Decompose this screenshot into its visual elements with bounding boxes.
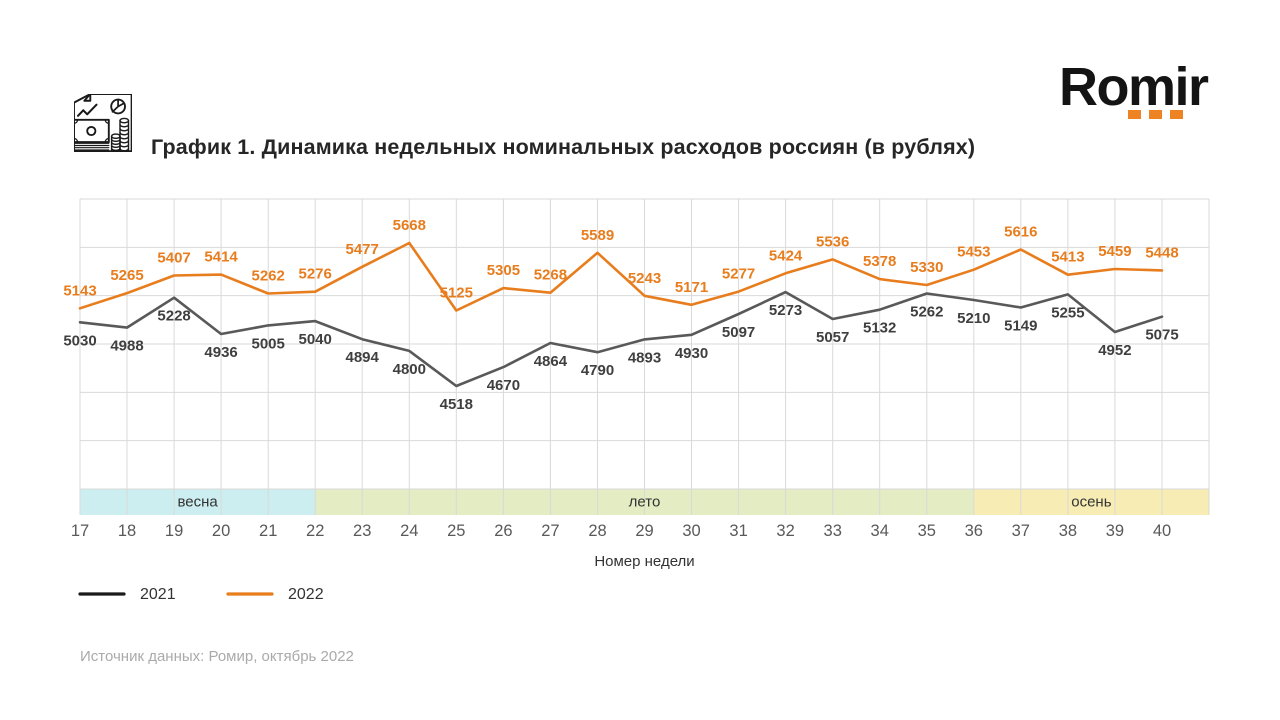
svg-text:5262: 5262 bbox=[252, 268, 285, 285]
svg-text:5132: 5132 bbox=[863, 320, 896, 337]
svg-text:35: 35 bbox=[918, 522, 936, 540]
svg-text:25: 25 bbox=[447, 522, 465, 540]
svg-text:30: 30 bbox=[682, 522, 700, 540]
svg-text:5255: 5255 bbox=[1051, 304, 1084, 321]
svg-text:5536: 5536 bbox=[816, 233, 849, 250]
svg-text:4952: 4952 bbox=[1098, 342, 1131, 359]
svg-text:2021: 2021 bbox=[140, 586, 176, 603]
svg-text:Источник данных: Ромир, октя: Источник данных: Ромир, октябрь 2022 bbox=[80, 648, 354, 665]
svg-text:28: 28 bbox=[588, 522, 606, 540]
svg-text:18: 18 bbox=[118, 522, 136, 540]
svg-text:5378: 5378 bbox=[863, 253, 896, 270]
svg-text:4893: 4893 bbox=[628, 349, 661, 366]
svg-text:5243: 5243 bbox=[628, 270, 661, 287]
svg-text:5414: 5414 bbox=[204, 249, 238, 266]
svg-text:5075: 5075 bbox=[1145, 327, 1178, 344]
svg-text:4670: 4670 bbox=[487, 377, 520, 394]
svg-text:5262: 5262 bbox=[910, 304, 943, 321]
svg-text:5097: 5097 bbox=[722, 324, 755, 341]
svg-text:5448: 5448 bbox=[1145, 244, 1178, 261]
svg-text:26: 26 bbox=[494, 522, 512, 540]
svg-text:5057: 5057 bbox=[816, 329, 849, 346]
svg-text:5030: 5030 bbox=[63, 332, 96, 349]
svg-text:39: 39 bbox=[1106, 522, 1124, 540]
svg-text:19: 19 bbox=[165, 522, 183, 540]
svg-text:5273: 5273 bbox=[769, 302, 802, 319]
svg-text:5171: 5171 bbox=[675, 279, 708, 296]
svg-text:31: 31 bbox=[729, 522, 747, 540]
svg-text:4864: 4864 bbox=[534, 353, 568, 370]
svg-text:5125: 5125 bbox=[440, 285, 473, 302]
svg-text:5477: 5477 bbox=[346, 241, 379, 258]
svg-text:24: 24 bbox=[400, 522, 418, 540]
svg-text:22: 22 bbox=[306, 522, 324, 540]
svg-text:32: 32 bbox=[776, 522, 794, 540]
svg-text:4936: 4936 bbox=[204, 344, 237, 361]
svg-text:5040: 5040 bbox=[299, 331, 332, 348]
svg-text:2022: 2022 bbox=[288, 586, 324, 603]
svg-text:4930: 4930 bbox=[675, 345, 708, 362]
svg-text:5210: 5210 bbox=[957, 310, 990, 327]
svg-text:5228: 5228 bbox=[157, 308, 190, 325]
svg-text:5668: 5668 bbox=[393, 217, 426, 234]
svg-text:5149: 5149 bbox=[1004, 318, 1037, 335]
svg-text:29: 29 bbox=[635, 522, 653, 540]
svg-text:5305: 5305 bbox=[487, 262, 520, 279]
svg-text:36: 36 bbox=[965, 522, 983, 540]
svg-text:осень: осень bbox=[1071, 494, 1111, 511]
svg-text:5276: 5276 bbox=[299, 266, 332, 283]
svg-text:20: 20 bbox=[212, 522, 230, 540]
svg-text:5453: 5453 bbox=[957, 244, 990, 261]
svg-text:5277: 5277 bbox=[722, 266, 755, 283]
svg-text:23: 23 bbox=[353, 522, 371, 540]
svg-text:4518: 4518 bbox=[440, 396, 473, 413]
svg-text:27: 27 bbox=[541, 522, 559, 540]
svg-text:лето: лето bbox=[629, 494, 661, 511]
svg-text:5616: 5616 bbox=[1004, 224, 1037, 241]
svg-text:34: 34 bbox=[871, 522, 889, 540]
svg-text:4790: 4790 bbox=[581, 362, 614, 379]
svg-text:5459: 5459 bbox=[1098, 243, 1131, 260]
svg-text:4988: 4988 bbox=[110, 338, 143, 355]
svg-text:37: 37 bbox=[1012, 522, 1030, 540]
svg-text:5407: 5407 bbox=[157, 250, 190, 267]
svg-text:Номер недели: Номер недели bbox=[594, 553, 694, 570]
svg-text:5005: 5005 bbox=[252, 335, 285, 352]
svg-text:5424: 5424 bbox=[769, 247, 803, 264]
svg-text:5268: 5268 bbox=[534, 267, 567, 284]
svg-text:21: 21 bbox=[259, 522, 277, 540]
svg-text:4800: 4800 bbox=[393, 361, 426, 378]
svg-text:40: 40 bbox=[1153, 522, 1171, 540]
svg-text:5589: 5589 bbox=[581, 227, 614, 244]
svg-text:5330: 5330 bbox=[910, 259, 943, 276]
svg-text:5265: 5265 bbox=[110, 267, 143, 284]
svg-text:5413: 5413 bbox=[1051, 249, 1084, 266]
svg-text:5143: 5143 bbox=[63, 282, 96, 299]
svg-text:весна: весна bbox=[177, 494, 218, 511]
svg-text:38: 38 bbox=[1059, 522, 1077, 540]
svg-text:17: 17 bbox=[71, 522, 89, 540]
svg-text:33: 33 bbox=[824, 522, 842, 540]
svg-text:4894: 4894 bbox=[346, 349, 380, 366]
